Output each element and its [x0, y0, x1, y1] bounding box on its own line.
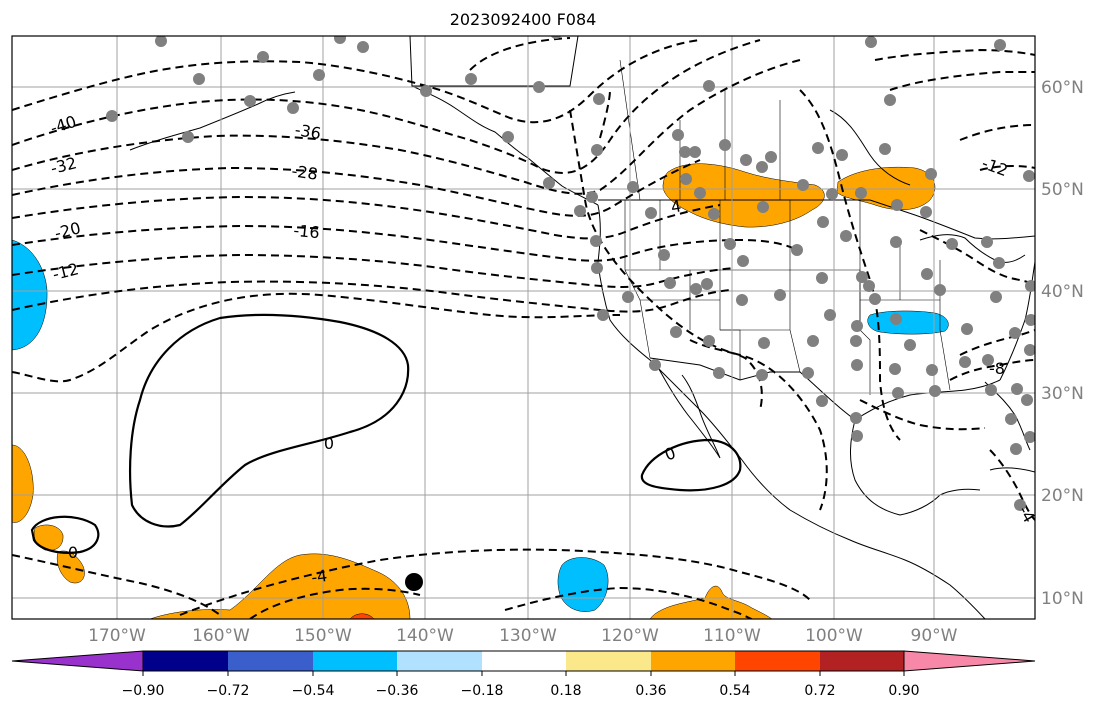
black-marker	[405, 573, 423, 591]
negative-region-south	[557, 557, 609, 612]
colorbar-tick-label: 0.36	[635, 683, 666, 699]
colorbar-segment	[313, 651, 397, 671]
colorbar-tick-label: −0.90	[122, 683, 165, 699]
latitude-labels: 60°N 50°N 40°N 30°N 20°N 10°N	[1041, 78, 1084, 609]
contour-labels: -40 -36 -32 -28 -20 -16 -12 -4 -12 -8 -4…	[48, 112, 1039, 587]
lon-label: 140°W	[396, 626, 454, 646]
lat-label: 30°N	[1041, 384, 1084, 404]
map-title: 2023092400 F084	[450, 10, 597, 29]
negative-region-west	[12, 239, 48, 351]
contour-label: 0	[68, 543, 78, 562]
east-coast	[999, 261, 1035, 381]
hudson-bay	[829, 109, 911, 186]
lat-label: 50°N	[1041, 180, 1084, 200]
contour-label: -16	[293, 221, 321, 243]
lon-label: 120°W	[601, 626, 659, 646]
lon-label: 170°W	[88, 626, 146, 646]
negative-region-mid-south	[867, 310, 949, 335]
cuba	[989, 467, 1035, 473]
colorbar-segment	[397, 651, 482, 671]
lat-label: 10°N	[1041, 589, 1084, 609]
colorbar-segment	[651, 651, 735, 671]
colorbar: −0.90 −0.72 −0.54 −0.36 −0.18 0.18 0.36 …	[11, 650, 1036, 699]
great-lakes	[919, 234, 1026, 263]
colorbar-tick-label: 0.54	[719, 683, 750, 699]
gridlines	[12, 36, 1035, 619]
colorbar-segment	[143, 651, 228, 671]
us-mexico-border	[649, 357, 856, 421]
lat-label: 60°N	[1041, 78, 1084, 98]
colorbar-tick-label: 0.18	[550, 683, 581, 699]
map-area: -40 -36 -32 -28 -20 -16 -12 -4 -12 -8 -4…	[12, 36, 1039, 619]
colorbar-segment	[735, 651, 820, 671]
contour-label: -4	[310, 566, 328, 587]
longitude-labels: 170°W 160°W 150°W 140°W 130°W 120°W 110°…	[88, 626, 958, 646]
colorbar-segment	[228, 651, 313, 671]
colorbar-max-arrow	[903, 650, 1036, 672]
colorbar-segment	[566, 651, 651, 671]
baja-peninsula	[654, 361, 721, 459]
alaska-coast	[409, 36, 599, 206]
dashed-contours	[12, 37, 1035, 619]
west-coast	[597, 204, 986, 619]
station-dots	[106, 36, 1035, 511]
colorbar-tick-label: −0.18	[461, 683, 504, 699]
contour-label: 0	[324, 434, 334, 453]
positive-region-south-central	[149, 553, 411, 619]
colorbar-tick-label: 0.90	[888, 683, 919, 699]
contour-label: -36	[293, 120, 322, 143]
us-canada-border	[598, 199, 1035, 240]
positive-region-north-plains	[662, 163, 825, 228]
alaska-north-border	[412, 36, 579, 87]
lon-label: 150°W	[294, 626, 352, 646]
contour-label: 4	[669, 196, 682, 216]
mexico-gulf	[850, 419, 981, 516]
colorbar-segment	[820, 651, 904, 671]
lat-label: 40°N	[1041, 282, 1084, 302]
colorbar-tick-label: 0.72	[804, 683, 835, 699]
aleutians	[129, 91, 296, 151]
lon-label: 160°W	[192, 626, 250, 646]
zero-contours	[30, 313, 742, 554]
colorbar-tick-label: −0.72	[207, 683, 250, 699]
contour-label: -28	[291, 161, 320, 183]
map-frame	[11, 35, 1036, 620]
lon-label: 130°W	[499, 626, 557, 646]
colorbar-tick-label: −0.54	[292, 683, 335, 699]
contour-label: -4	[1015, 503, 1039, 526]
colorbar-min-arrow	[11, 650, 144, 672]
contour-label: -8	[989, 359, 1005, 378]
lat-label: 20°N	[1041, 486, 1084, 506]
lon-label: 110°W	[703, 626, 761, 646]
lon-label: 100°W	[805, 626, 863, 646]
lon-label: 90°W	[911, 626, 958, 646]
colorbar-segment	[482, 651, 566, 671]
colorbar-tick-label: −0.36	[376, 683, 419, 699]
